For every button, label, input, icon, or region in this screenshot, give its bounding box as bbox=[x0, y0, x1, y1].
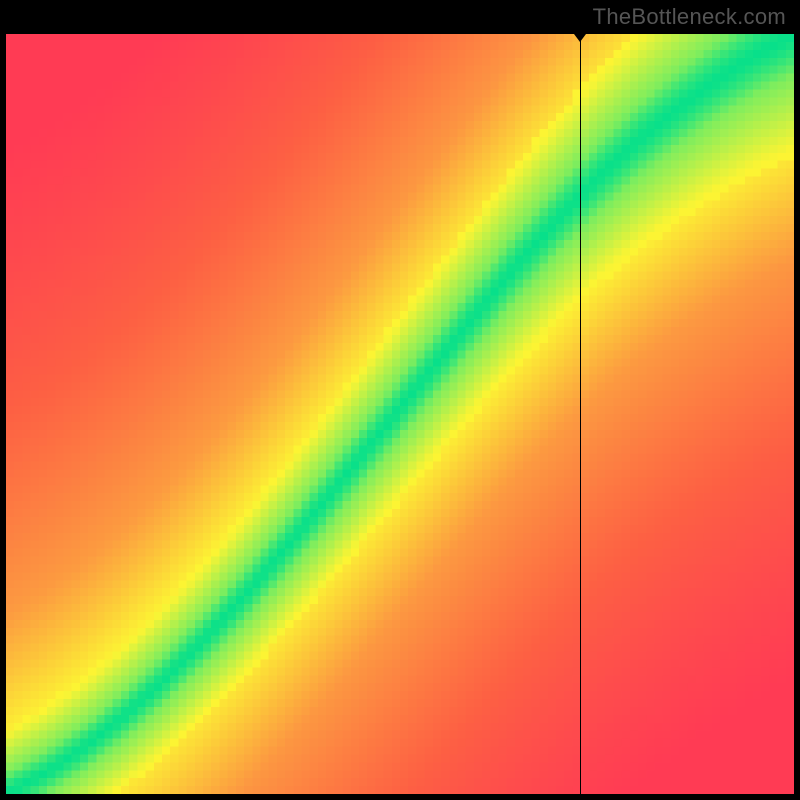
chart-container: TheBottleneck.com bbox=[0, 0, 800, 800]
heatmap-plot-area bbox=[6, 34, 794, 794]
marker-tick-icon bbox=[574, 34, 586, 42]
heatmap-canvas bbox=[6, 34, 794, 794]
watermark-text: TheBottleneck.com bbox=[593, 4, 786, 30]
marker-vertical-line bbox=[580, 34, 581, 794]
